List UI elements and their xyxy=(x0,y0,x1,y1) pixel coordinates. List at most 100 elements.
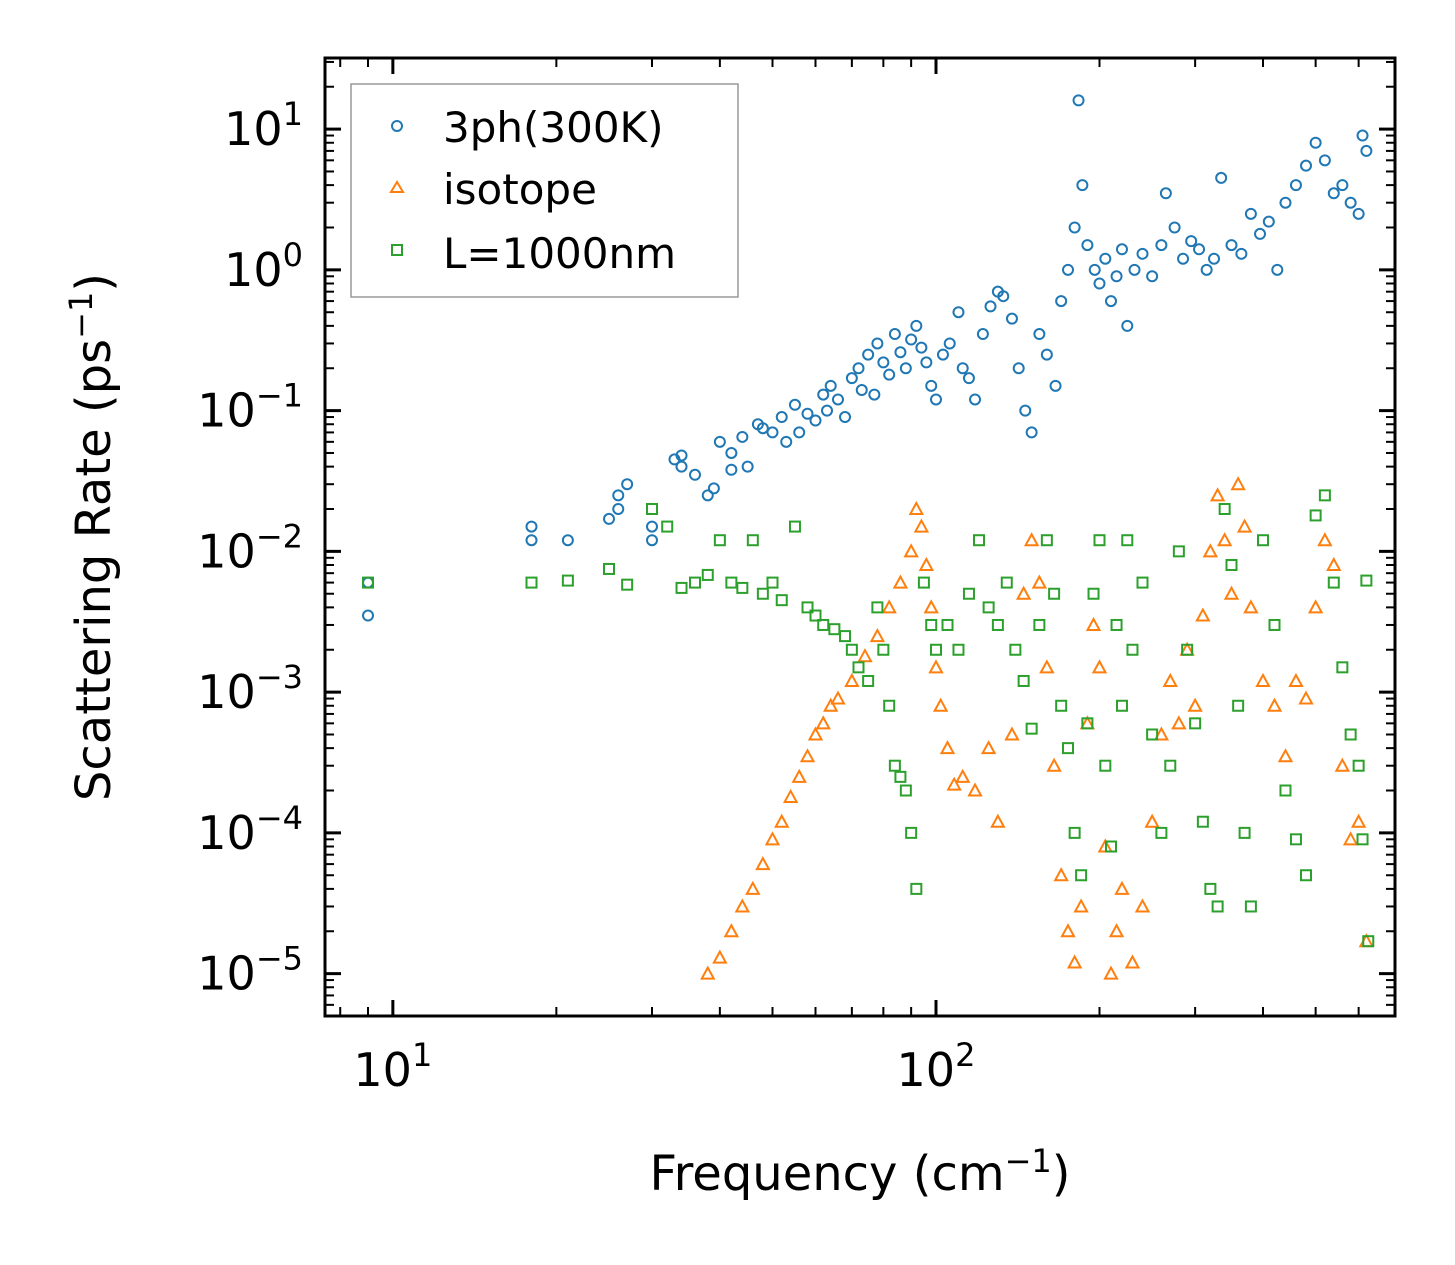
data-point xyxy=(1168,221,1181,234)
data-point xyxy=(1277,748,1294,763)
data-point xyxy=(1066,954,1083,969)
data-point xyxy=(1334,757,1351,772)
legend-label-l1000nm: L=1000nm xyxy=(443,229,676,278)
data-point xyxy=(1185,235,1198,248)
data-point xyxy=(899,784,912,797)
data-point xyxy=(955,768,971,783)
data-point xyxy=(1209,487,1226,502)
data-point xyxy=(1350,813,1367,828)
data-point xyxy=(1327,187,1340,200)
data-point xyxy=(675,581,688,594)
data-point xyxy=(801,407,814,420)
y-tick-label: 10−4 xyxy=(197,799,303,860)
data-point xyxy=(736,581,749,594)
data-point xyxy=(1055,699,1068,712)
data-point xyxy=(1336,661,1349,674)
data-point xyxy=(1108,923,1125,938)
data-point xyxy=(1085,616,1102,631)
data-point xyxy=(828,623,841,636)
data-point xyxy=(1025,722,1038,735)
data-point xyxy=(807,726,824,741)
data-point xyxy=(1344,728,1357,741)
data-point xyxy=(1352,207,1365,220)
data-point xyxy=(943,337,956,350)
data-point xyxy=(1114,880,1130,895)
data-point xyxy=(1177,252,1190,265)
data-point xyxy=(982,601,995,614)
data-marks xyxy=(362,94,1375,980)
data-point xyxy=(1005,312,1018,325)
data-point xyxy=(1081,239,1094,252)
data-point xyxy=(723,923,740,938)
legend-marker-isotope xyxy=(389,180,405,193)
data-point xyxy=(801,601,814,614)
data-point xyxy=(1033,328,1046,341)
data-point xyxy=(1053,867,1069,882)
data-point xyxy=(1208,252,1221,265)
data-point xyxy=(689,468,702,481)
data-point xyxy=(1146,270,1159,283)
data-point xyxy=(831,393,844,406)
data-point xyxy=(1091,659,1108,674)
data-point xyxy=(821,404,834,417)
data-point xyxy=(1244,900,1257,913)
data-point xyxy=(1318,154,1331,167)
data-point xyxy=(661,520,674,533)
data-point xyxy=(899,362,912,375)
data-point xyxy=(775,411,788,424)
data-point xyxy=(612,502,625,515)
data-point xyxy=(764,831,781,846)
data-point xyxy=(839,630,852,643)
legend: 3ph(300K) isotope L=1000nm xyxy=(350,83,739,298)
data-point xyxy=(1000,576,1013,589)
legend-box xyxy=(350,83,739,298)
data-point xyxy=(1159,187,1172,200)
y-tick-label: 10−3 xyxy=(197,658,303,719)
data-point xyxy=(883,368,896,381)
data-point xyxy=(755,856,771,871)
data-point xyxy=(1076,179,1089,192)
data-point xyxy=(962,587,975,600)
data-point xyxy=(646,534,659,547)
data-point xyxy=(1136,247,1149,260)
data-point xyxy=(1093,534,1106,547)
data-point xyxy=(962,372,975,385)
data-point xyxy=(952,643,965,656)
data-point xyxy=(1262,215,1275,228)
data-point xyxy=(780,435,793,448)
series-1 xyxy=(700,476,1375,980)
data-point xyxy=(941,618,954,631)
data-point xyxy=(1289,833,1302,846)
data-point xyxy=(1124,954,1141,969)
data-point xyxy=(675,460,688,473)
plot-frame xyxy=(323,56,1397,1018)
data-point xyxy=(1105,295,1118,308)
data-point xyxy=(1223,585,1240,600)
legend-marker-l1000nm xyxy=(391,244,403,256)
data-point xyxy=(976,328,989,341)
data-point xyxy=(766,426,779,439)
data-point xyxy=(766,576,779,589)
data-point xyxy=(952,306,965,319)
y-tick-label: 100 xyxy=(224,236,303,297)
data-point xyxy=(855,384,868,397)
data-point xyxy=(1040,534,1053,547)
y-axis-label: Scattering Rate (ps−1) xyxy=(62,273,122,801)
data-point xyxy=(925,618,938,631)
data-point xyxy=(362,576,375,589)
series-2 xyxy=(362,489,1375,948)
x-tick-label: 101 xyxy=(353,1036,432,1097)
data-point xyxy=(862,674,875,687)
y-tick-label: 10−2 xyxy=(197,517,303,578)
data-point xyxy=(984,300,997,313)
data-point xyxy=(782,788,799,803)
data-point xyxy=(1356,833,1369,846)
data-point xyxy=(1244,207,1257,220)
data-point xyxy=(788,398,801,411)
data-point xyxy=(1317,532,1333,547)
data-point xyxy=(675,449,688,462)
data-point xyxy=(883,699,896,712)
data-point xyxy=(1004,726,1020,741)
data-point xyxy=(1196,815,1209,828)
data-point xyxy=(1087,587,1100,600)
